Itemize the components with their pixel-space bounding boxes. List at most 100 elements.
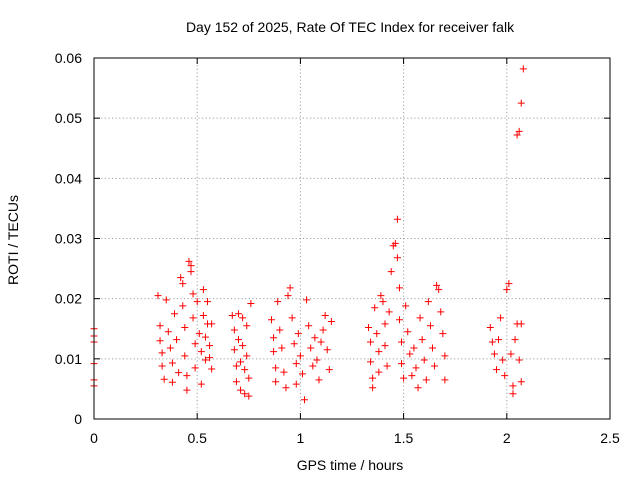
data-point (369, 374, 377, 382)
x-axis-tick-labels: 0 0.5 1 1.5 2 2.5 (90, 430, 620, 446)
data-point (385, 308, 393, 316)
data-point (204, 298, 212, 306)
data-point (321, 312, 329, 320)
data-point (245, 392, 253, 400)
roti-series (90, 65, 527, 404)
y-tick-label: 0.02 (55, 291, 82, 307)
data-point (228, 312, 236, 320)
data-point (365, 324, 373, 332)
data-point (270, 348, 278, 356)
data-point (375, 368, 383, 376)
data-point (381, 342, 389, 350)
data-point (230, 326, 238, 334)
data-point (431, 362, 439, 370)
data-point (383, 362, 391, 370)
data-point (288, 314, 296, 322)
data-point (305, 322, 313, 330)
data-point (515, 356, 523, 364)
data-point (422, 376, 430, 384)
data-point (439, 330, 447, 338)
data-point (276, 326, 284, 334)
data-point (414, 384, 422, 392)
data-point (177, 274, 185, 282)
data-point (402, 302, 410, 310)
data-point (239, 314, 247, 322)
data-point (160, 375, 168, 383)
data-point (179, 280, 187, 288)
data-point (181, 324, 189, 332)
data-point (387, 268, 395, 276)
data-point (309, 362, 317, 370)
data-point (243, 352, 251, 360)
data-point (509, 382, 517, 390)
data-point (168, 359, 176, 367)
data-point (511, 336, 519, 344)
data-point (199, 286, 207, 294)
data-point (156, 337, 164, 345)
data-point (369, 384, 377, 392)
data-point (286, 284, 294, 292)
data-point (488, 338, 496, 346)
data-point (400, 374, 408, 382)
x-tick-label: 2 (503, 430, 511, 446)
data-point (170, 310, 178, 318)
x-tick-label: 0.5 (187, 430, 207, 446)
data-point (519, 65, 527, 73)
data-point (234, 336, 242, 344)
data-point (398, 338, 406, 346)
data-point (441, 376, 449, 384)
data-point (206, 354, 214, 362)
data-point (193, 298, 201, 306)
data-point (379, 298, 387, 306)
data-point (197, 348, 205, 356)
data-point (377, 292, 385, 300)
data-point (311, 334, 319, 342)
data-point (191, 364, 199, 372)
data-point (282, 384, 290, 392)
data-point (503, 286, 511, 294)
data-point (189, 290, 197, 298)
data-point (437, 308, 445, 316)
data-point (187, 262, 195, 270)
data-point (208, 320, 216, 328)
data-point (298, 370, 306, 378)
y-tick-label: 0.05 (55, 110, 82, 126)
data-point (418, 336, 426, 344)
data-point (317, 338, 325, 346)
data-point (395, 284, 403, 292)
data-point (270, 334, 278, 342)
y-axis-label: ROTI / TECUs (5, 195, 21, 285)
x-tick-label: 2.5 (600, 430, 620, 446)
data-point (367, 338, 375, 346)
data-point (499, 356, 507, 364)
data-point (435, 286, 443, 294)
data-point (393, 254, 401, 262)
data-point (191, 340, 199, 348)
data-point (497, 314, 505, 322)
data-point (303, 296, 311, 304)
data-point (199, 312, 207, 320)
data-point (237, 358, 245, 366)
data-point (280, 368, 288, 376)
data-point (179, 302, 187, 310)
data-point (241, 366, 249, 374)
data-point (375, 348, 383, 356)
y-tick-label: 0 (74, 411, 82, 427)
data-point (426, 322, 434, 330)
data-point (391, 239, 399, 247)
x-tick-label: 1 (297, 430, 305, 446)
data-point (395, 316, 403, 324)
data-point (490, 350, 498, 358)
data-point (245, 374, 253, 382)
data-point (517, 378, 525, 386)
data-point (406, 350, 414, 358)
data-point (156, 322, 164, 330)
data-point (208, 365, 216, 373)
data-point (292, 360, 300, 368)
data-point (201, 333, 209, 341)
data-point (164, 328, 172, 336)
data-point (501, 372, 509, 380)
data-point (433, 281, 441, 289)
data-point (162, 296, 170, 304)
data-point (507, 350, 515, 358)
